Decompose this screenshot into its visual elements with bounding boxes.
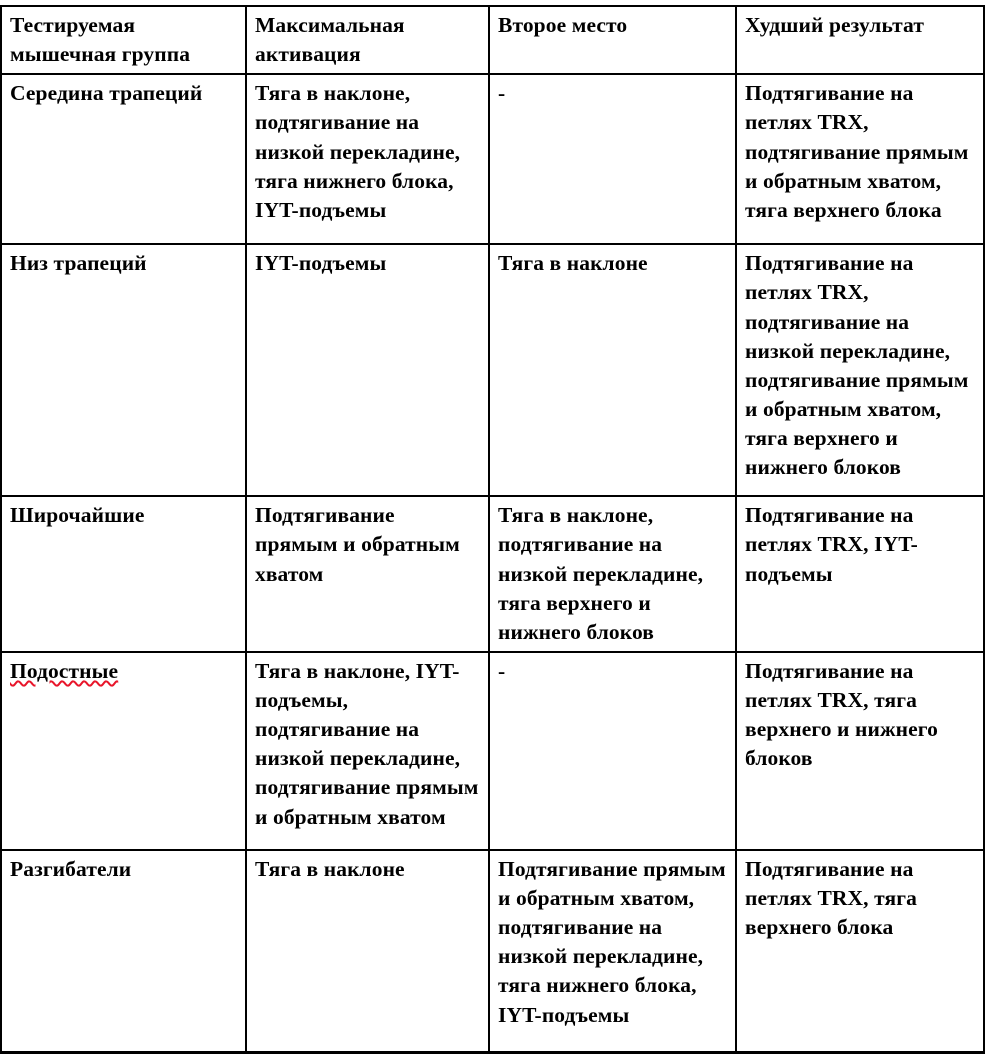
cell-muscle: Широчайшие (1, 496, 247, 653)
cell-second_place: Подтягивание прямым и обратным хватом, п… (489, 849, 737, 1053)
cell-muscle: Подостные (1, 651, 247, 851)
second_place-text: Тяга в наклоне (498, 251, 648, 276)
column-header-muscle: Тестируемая мышечная группа (1, 6, 247, 76)
muscle-text: Широчайшие (10, 503, 145, 528)
cell-second_place: Тяга в наклоне (489, 244, 737, 498)
worst_result-text: Подтягивание на петлях TRX, тяга верхнег… (745, 856, 917, 940)
cell-second_place: Тяга в наклоне, подтягивание на низкой п… (489, 496, 737, 653)
cell-muscle: Разгибатели (1, 849, 247, 1053)
second_place-text: - (498, 658, 506, 683)
column-header-label: Худший результат (745, 13, 924, 37)
column-header-label: Максимальная активация (255, 13, 405, 67)
second_place-text: Тяга в наклоне, подтягивание на низкой п… (498, 503, 704, 644)
cell-max_activation: IYT-подъемы (246, 244, 490, 498)
cell-muscle: Низ трапеций (1, 244, 247, 498)
table-header-row: Тестируемая мышечная группа Максимальная … (1, 6, 984, 76)
cell-worst_result: Подтягивание на петлях TRX, тяга верхнег… (736, 850, 984, 1053)
worst_result-text: Подтягивание на петлях TRX, подтягивание… (745, 81, 969, 222)
cell-worst_result: Подтягивание на петлях TRX, подтягивание… (736, 74, 984, 246)
column-header-max_activation: Максимальная активация (246, 6, 490, 76)
cell-worst_result: Подтягивание на петлях TRX, подтягивание… (736, 244, 984, 498)
max_activation-text: IYT-подъемы (255, 251, 387, 276)
muscle-text: Низ трапеций (10, 251, 147, 276)
second_place-text: Подтягивание прямым и обратным хватом, п… (498, 856, 726, 1027)
column-header-label: Тестируемая мышечная группа (10, 13, 191, 67)
muscle-name-misspelled: Подостные (10, 658, 119, 683)
table-row: Середина трапеций Тяга в наклоне, подтяги… (1, 74, 984, 246)
table-row: Широчайшие Подтягивание прямым и обратным… (1, 496, 984, 653)
cell-muscle: Середина трапеций (1, 74, 247, 246)
worst_result-text: Подтягивание на петлях TRX, подтягивание… (745, 251, 969, 480)
muscle-text: Разгибатели (10, 856, 132, 881)
worst_result-text: Подтягивание на петлях TRX, тяга верхнег… (745, 658, 938, 771)
column-header-label: Второе место (498, 13, 628, 37)
table-row: Низ трапеций IYT-подъемы Тяга в наклоне Под… (1, 244, 984, 498)
cell-max_activation: Тяга в наклоне, IYT-подъемы, подтягивани… (246, 651, 490, 851)
max_activation-text: Подтягивание прямым и обратным хватом (255, 503, 460, 586)
column-header-worst_result: Худший результат (736, 6, 984, 76)
cell-max_activation: Тяга в наклоне (246, 849, 490, 1053)
max_activation-text: Тяга в наклоне, IYT-подъемы, подтягивани… (255, 658, 479, 829)
second_place-text: - (498, 81, 506, 106)
table-row: Разгибатели Тяга в наклоне Подтягивание пр… (1, 849, 984, 1053)
cell-second_place: - (489, 74, 737, 246)
cell-max_activation: Тяга в наклоне, подтягивание на низкой п… (246, 74, 490, 246)
table-row: Подостные Тяга в наклоне, IYT-подъемы, по… (1, 651, 984, 851)
cell-worst_result: Подтягивание на петлях TRX, IYT-подъемы (736, 496, 984, 653)
table-container: Тестируемая мышечная группа Максимальная … (0, 5, 985, 1054)
max_activation-text: Тяга в наклоне, подтягивание на низкой п… (255, 81, 461, 222)
cell-second_place: - (489, 651, 737, 851)
muscle-activation-table: Тестируемая мышечная группа Максимальная … (0, 5, 985, 1054)
cell-max_activation: Подтягивание прямым и обратным хватом (246, 496, 490, 653)
worst_result-text: Подтягивание на петлях TRX, IYT-подъемы (745, 503, 918, 586)
column-header-second_place: Второе место (489, 6, 737, 76)
cell-worst_result: Подтягивание на петлях TRX, тяга верхнег… (736, 651, 984, 851)
muscle-text: Середина трапеций (10, 81, 203, 106)
max_activation-text: Тяга в наклоне (255, 856, 405, 881)
